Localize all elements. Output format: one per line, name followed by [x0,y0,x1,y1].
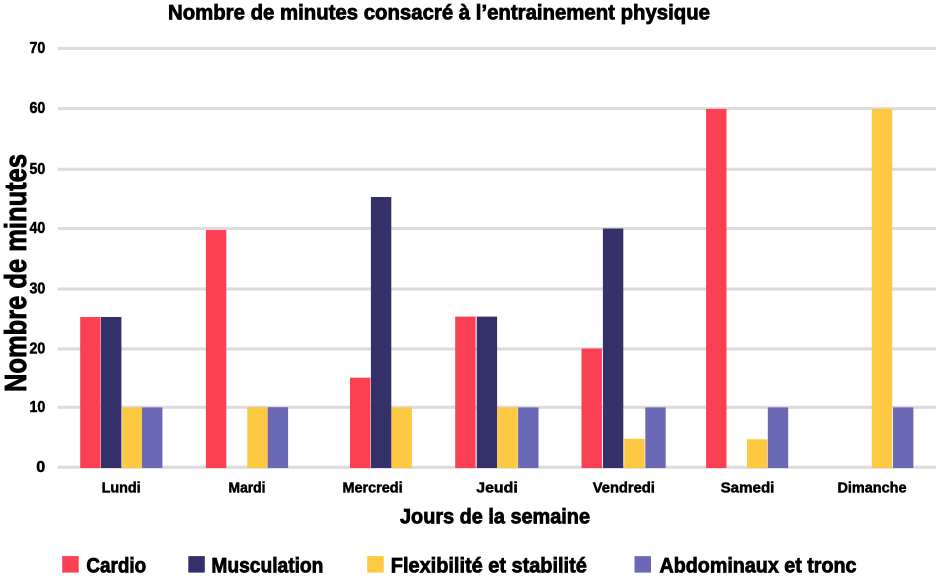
svg-text:Jeudi: Jeudi [476,480,518,496]
svg-text:Lundi: Lundi [102,480,141,496]
svg-text:70: 70 [30,40,46,57]
svg-text:Cardio: Cardio [86,555,146,578]
svg-text:Musculation: Musculation [211,555,323,578]
svg-text:40: 40 [30,220,46,237]
svg-text:Samedi: Samedi [721,480,775,496]
svg-text:Nombre de minutes consacré à l: Nombre de minutes consacré à l’entrainem… [168,2,710,25]
svg-text:30: 30 [30,281,46,298]
svg-text:50: 50 [30,161,46,178]
svg-text:0: 0 [36,459,45,476]
svg-text:10: 10 [30,399,46,416]
svg-text:Mercredi: Mercredi [343,480,403,496]
svg-text:60: 60 [30,100,46,117]
svg-text:Abdominaux et tronc: Abdominaux et tronc [660,555,857,578]
svg-text:Vendredi: Vendredi [593,480,655,496]
svg-text:Dimanche: Dimanche [838,480,907,496]
svg-text:Mardi: Mardi [229,480,266,496]
svg-text:20: 20 [30,340,46,357]
svg-text:Jours de la semaine: Jours de la semaine [400,506,590,529]
svg-text:Nombre de minutes: Nombre de minutes [0,154,33,392]
svg-text:Flexibilité et stabilité: Flexibilité et stabilité [391,555,587,578]
